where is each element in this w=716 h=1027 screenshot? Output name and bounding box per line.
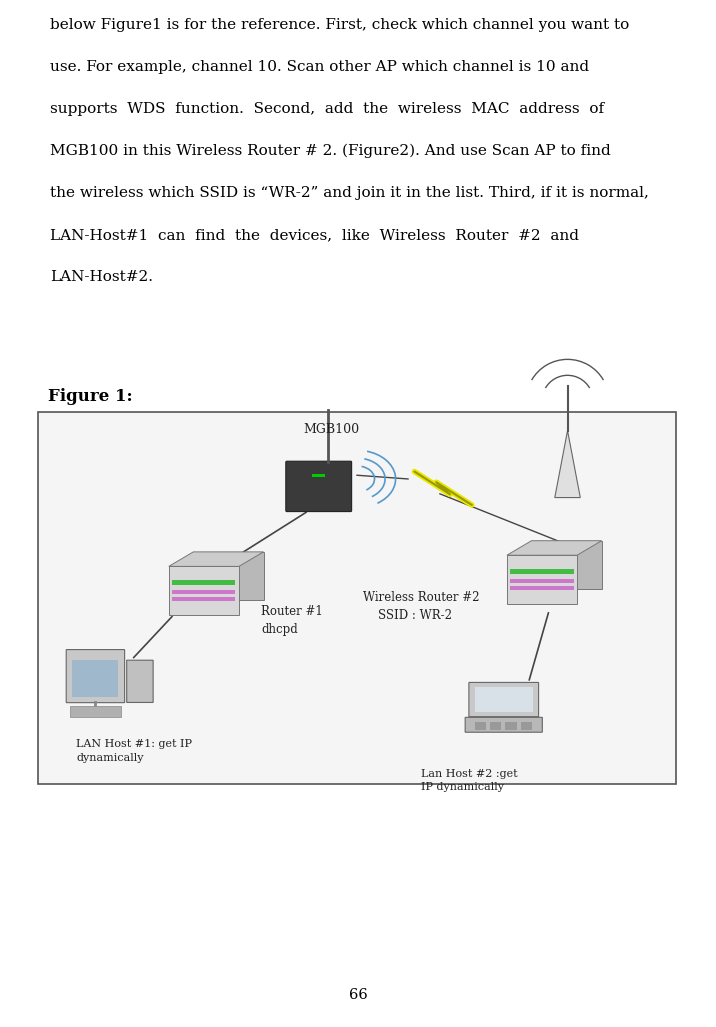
FancyBboxPatch shape xyxy=(465,717,542,732)
Text: LAN-Host#1  can  find  the  devices,  like  Wireless  Router  #2  and: LAN-Host#1 can find the devices, like Wi… xyxy=(50,228,579,242)
Bar xyxy=(511,585,574,591)
FancyBboxPatch shape xyxy=(469,682,538,717)
Text: LAN Host #1: get IP
dynamically: LAN Host #1: get IP dynamically xyxy=(77,739,193,763)
Text: use. For example, channel 10. Scan other AP which channel is 10 and: use. For example, channel 10. Scan other… xyxy=(50,60,589,74)
Bar xyxy=(72,660,118,697)
Polygon shape xyxy=(169,551,263,566)
Text: LAN-Host#2.: LAN-Host#2. xyxy=(50,270,153,284)
Text: below Figure1 is for the reference. First, check which channel you want to: below Figure1 is for the reference. Firs… xyxy=(50,18,629,32)
Text: Lan Host #2 :get
IP dynamically: Lan Host #2 :get IP dynamically xyxy=(421,769,518,792)
Bar xyxy=(511,569,574,574)
Bar xyxy=(505,722,517,730)
Polygon shape xyxy=(507,540,601,556)
Polygon shape xyxy=(193,551,263,600)
Text: 66: 66 xyxy=(349,988,367,1002)
Bar xyxy=(69,706,121,717)
Bar xyxy=(312,473,325,477)
Polygon shape xyxy=(507,556,577,604)
Bar xyxy=(173,597,236,601)
Bar xyxy=(38,412,676,784)
Text: supports  WDS  function.  Second,  add  the  wireless  MAC  address  of: supports WDS function. Second, add the w… xyxy=(50,102,604,116)
FancyBboxPatch shape xyxy=(286,461,352,511)
Text: MGB100: MGB100 xyxy=(304,423,359,436)
Bar xyxy=(511,579,574,583)
Bar xyxy=(521,722,532,730)
Text: Wireless Router #2
    SSID : WR-2: Wireless Router #2 SSID : WR-2 xyxy=(364,591,480,621)
Text: the wireless which SSID is “WR-2” and join it in the list. Third, if it is norma: the wireless which SSID is “WR-2” and jo… xyxy=(50,186,649,200)
Polygon shape xyxy=(555,430,580,497)
Text: Figure 1:: Figure 1: xyxy=(48,388,132,405)
Bar xyxy=(475,722,486,730)
Bar xyxy=(173,580,236,584)
FancyBboxPatch shape xyxy=(66,650,125,702)
FancyBboxPatch shape xyxy=(127,660,153,702)
Bar xyxy=(173,591,236,595)
Bar xyxy=(490,722,501,730)
Bar xyxy=(475,687,533,712)
Polygon shape xyxy=(169,566,239,615)
Text: Router #1
dhcpd: Router #1 dhcpd xyxy=(261,606,323,637)
Text: MGB100 in this Wireless Router # 2. (Figure2). And use Scan AP to find: MGB100 in this Wireless Router # 2. (Fig… xyxy=(50,144,611,158)
Polygon shape xyxy=(531,540,601,589)
